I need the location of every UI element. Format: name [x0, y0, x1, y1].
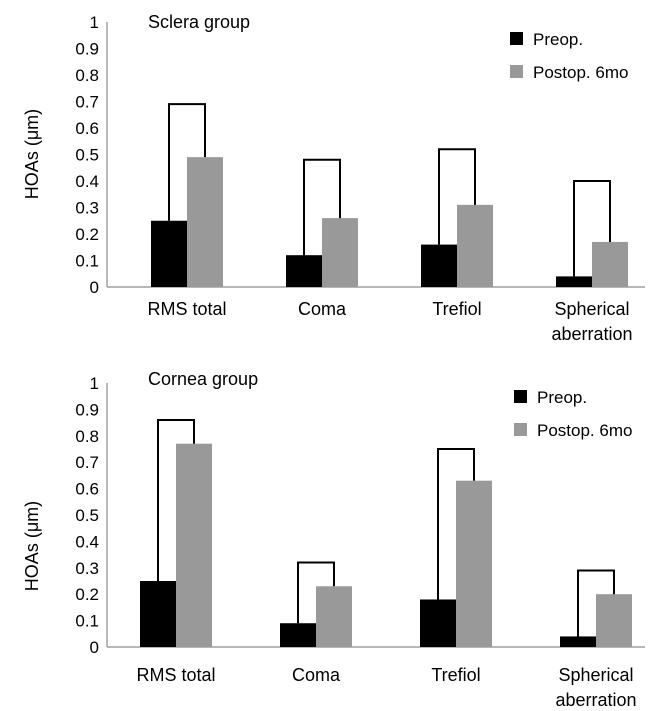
- significance-bracket: [297, 561, 335, 624]
- bar-preop: [421, 244, 457, 287]
- y-tick-label: 0.8: [75, 427, 99, 446]
- y-tick-label: 0.2: [75, 225, 99, 244]
- legend-swatch-preop: [510, 32, 523, 45]
- x-category-label: Trefiol: [432, 299, 481, 319]
- y-axis-label: HOAs (μm): [22, 109, 42, 199]
- significance-bracket: [303, 158, 341, 256]
- legend-label: Postop. 6mo: [533, 63, 628, 82]
- y-tick-label: 0.5: [75, 146, 99, 165]
- bar-preop: [151, 220, 187, 287]
- y-tick-label: 1: [90, 13, 99, 32]
- y-tick-label: 0.7: [75, 93, 99, 112]
- legend-swatch-preop: [514, 390, 527, 403]
- y-tick-label: 0.1: [75, 252, 99, 271]
- y-tick-label: 0: [90, 278, 99, 297]
- y-tick-label: 0.9: [75, 40, 99, 59]
- chart-title: Cornea group: [148, 369, 258, 389]
- significance-bracket: [157, 418, 195, 581]
- y-tick-label: 0.1: [75, 612, 99, 631]
- bar-preop: [286, 255, 322, 287]
- y-tick-label: 0.5: [75, 506, 99, 525]
- significance-bracket: [573, 180, 611, 277]
- x-category-label: Coma: [292, 665, 341, 685]
- y-tick-label: 0: [90, 638, 99, 657]
- bar-postop: [456, 480, 492, 647]
- x-category-label: aberration: [551, 324, 632, 344]
- legend-label: Postop. 6mo: [537, 421, 632, 440]
- x-category-label: aberration: [555, 690, 636, 710]
- bar-postop: [457, 204, 493, 287]
- chart-sclera-group: HOAs (μm) Sclera group 0 0.1 0.2 0.3 0.4 0.5 0…: [22, 12, 645, 344]
- chart-title: Sclera group: [148, 12, 250, 32]
- x-category-label: Coma: [298, 299, 347, 319]
- x-category-label: Trefiol: [431, 665, 480, 685]
- bar-preop: [556, 276, 592, 287]
- bar-postop: [187, 157, 223, 287]
- bar-preop: [280, 623, 316, 647]
- bar-postop: [176, 443, 212, 647]
- significance-bracket: [577, 569, 615, 637]
- bar-preop: [420, 599, 456, 647]
- y-tick-label: 0.3: [75, 199, 99, 218]
- x-category-label: Spherical: [558, 665, 633, 685]
- y-axis-label: HOAs (μm): [22, 501, 42, 591]
- y-tick-label: 0.7: [75, 453, 99, 472]
- x-category-label: Spherical: [554, 299, 629, 319]
- legend-label: Preop.: [533, 30, 583, 49]
- y-tick-label: 0.9: [75, 400, 99, 419]
- bar-postop: [592, 241, 628, 287]
- y-tick-label: 0.2: [75, 585, 99, 604]
- legend-swatch-postop: [514, 423, 527, 436]
- bar-postop: [316, 586, 352, 647]
- bar-preop: [560, 636, 596, 647]
- legend-label: Preop.: [537, 388, 587, 407]
- x-category-label: RMS total: [136, 665, 215, 685]
- y-tick-label: 0.4: [75, 532, 99, 551]
- bar-postop: [322, 218, 358, 287]
- significance-bracket: [437, 448, 475, 600]
- significance-bracket: [168, 103, 206, 221]
- significance-bracket: [438, 148, 476, 245]
- y-tick-label: 1: [90, 374, 99, 393]
- y-tick-label: 0.6: [75, 119, 99, 138]
- y-tick-label: 0.4: [75, 172, 99, 191]
- y-tick-label: 0.3: [75, 559, 99, 578]
- chart-cornea-group: HOAs (μm) Cornea group 0 0.1 0.2 0.3 0.4 0.5 0…: [22, 369, 645, 710]
- bar-preop: [140, 581, 176, 647]
- x-category-label: RMS total: [147, 299, 226, 319]
- legend-swatch-postop: [510, 65, 523, 78]
- y-tick-label: 0.6: [75, 480, 99, 499]
- y-tick-label: 0.8: [75, 66, 99, 85]
- bar-postop: [596, 594, 632, 647]
